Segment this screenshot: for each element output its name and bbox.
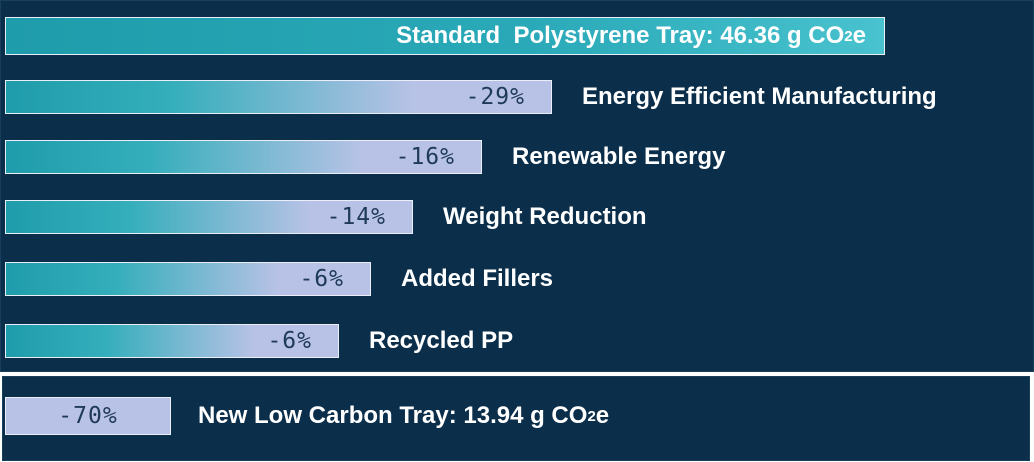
- reduction-category-label: Recycled PP: [369, 327, 514, 354]
- total-suffix: e: [595, 402, 610, 429]
- total-prefix: New Low Carbon Tray:: [198, 402, 464, 429]
- reduction-category-label: Renewable Energy: [512, 143, 726, 170]
- reduction-steps-panel: [0, 0, 1034, 372]
- baseline-value: 46.36 g CO: [720, 22, 845, 49]
- reduction-value: -29%: [465, 84, 525, 110]
- reduction-value: -6%: [267, 328, 312, 354]
- reduction-bar: -6%: [5, 324, 339, 358]
- baseline-suffix: e: [852, 22, 866, 49]
- baseline-subscript: 2: [844, 27, 853, 45]
- total-label: New Low Carbon Tray: 13.94 g CO 2 e: [198, 397, 609, 435]
- reduction-category-label: Added Fillers: [401, 265, 554, 292]
- reduction-bar: -6%: [5, 262, 371, 296]
- result-panel: [2, 376, 1030, 461]
- reduction-value: -6%: [299, 266, 344, 292]
- reduction-category-label: Energy Efficient Manufacturing: [582, 83, 937, 110]
- total-reduction-value: -70%: [58, 403, 118, 429]
- baseline-prefix: Standard Polystyrene Tray:: [396, 22, 721, 49]
- reduction-bar: -29%: [5, 80, 552, 114]
- baseline-label: Standard Polystyrene Tray: 46.36 g CO 2 e: [396, 18, 866, 54]
- total-value: 13.94 g CO: [463, 402, 588, 429]
- total-reduction-bar: -70%: [5, 397, 171, 435]
- reduction-bar: -16%: [5, 140, 482, 174]
- reduction-value: -16%: [395, 144, 455, 170]
- total-subscript: 2: [587, 407, 596, 425]
- baseline-bar: Standard Polystyrene Tray: 46.36 g CO 2 e: [5, 17, 885, 55]
- reduction-value: -14%: [326, 204, 386, 230]
- reduction-bar: -14%: [5, 200, 413, 234]
- reduction-category-label: Weight Reduction: [443, 203, 647, 230]
